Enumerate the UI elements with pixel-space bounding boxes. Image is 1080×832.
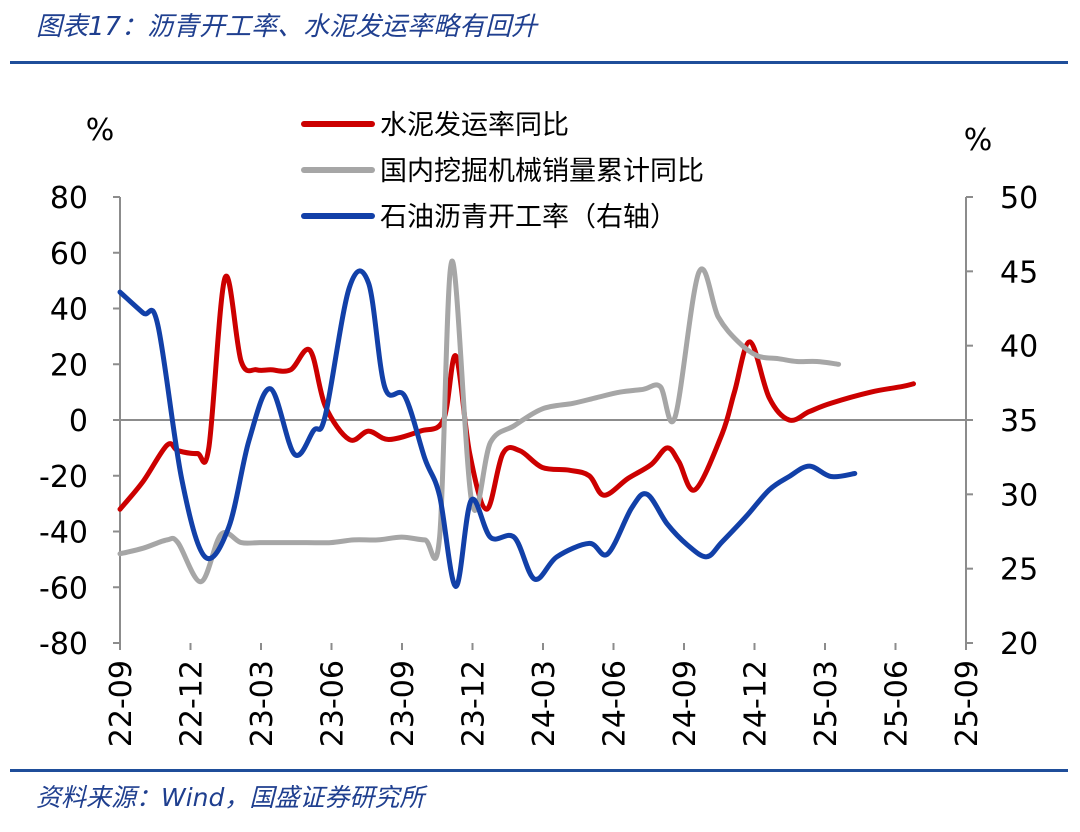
x-axis-tick-label: 23-03	[245, 660, 280, 747]
left-axis-tick-label: 40	[50, 293, 88, 328]
right-axis-unit: %	[964, 123, 993, 158]
x-axis-tick-label: 24-06	[598, 660, 633, 747]
right-axis-tick-label: 45	[1000, 255, 1038, 290]
legend-label-2: 国内挖掘机械销量累计同比	[380, 156, 704, 187]
left-axis-unit: %	[86, 113, 115, 148]
left-axis-tick-label: 60	[50, 237, 88, 272]
x-axis-tick-label: 25-09	[950, 660, 985, 747]
x-axis-tick-label: 24-09	[668, 660, 703, 747]
source-note: 资料来源：Wind，国盛证券研究所	[36, 783, 425, 812]
title-divider	[10, 61, 1068, 64]
series-lines	[117, 258, 916, 590]
right-axis-tick-label: 30	[1000, 478, 1038, 513]
right-axis-tick-label: 20	[1000, 627, 1038, 662]
left-axis-tick-label: -60	[39, 571, 88, 606]
left-axis-tick-label: -40	[39, 516, 88, 551]
left-axis-tick-label: 0	[69, 404, 88, 439]
x-axis-tick-label: 23-12	[457, 660, 492, 747]
source-divider	[10, 769, 1068, 772]
left-axis-tick-label: -20	[39, 460, 88, 495]
series-line-3	[117, 268, 858, 590]
right-axis-tick-label: 25	[1000, 553, 1038, 588]
x-axis-tick-label: 25-06	[880, 660, 915, 747]
x-axis-tick-label: 23-06	[316, 660, 351, 747]
legend-label-3: 石油沥青开工率（右轴）	[380, 202, 677, 233]
x-axis-tick-label: 22-12	[175, 660, 210, 747]
left-axis-tick-label: 20	[50, 348, 88, 383]
figure-title: 图表17：沥青开工率、水泥发运率略有回升	[36, 12, 538, 42]
series-line-2	[117, 258, 842, 585]
x-axis-tick-label: 24-03	[527, 660, 562, 747]
left-axis-tick-label: -80	[39, 627, 88, 662]
series-line-1	[117, 273, 916, 512]
x-axis-tick-label: 23-09	[386, 660, 421, 747]
legend-label-1: 水泥发运率同比	[380, 110, 569, 141]
right-axis-tick-label: 50	[1000, 181, 1038, 216]
right-axis-tick-label: 35	[1000, 404, 1038, 439]
axes: 806040200-20-40-60-80%50454035302520%22-…	[39, 113, 1038, 747]
right-axis-tick-label: 40	[1000, 330, 1038, 365]
left-axis-tick-label: 80	[50, 181, 88, 216]
x-axis-tick-label: 22-09	[104, 660, 139, 747]
x-axis-tick-label: 25-03	[809, 660, 844, 747]
x-axis-tick-label: 24-12	[739, 660, 774, 747]
